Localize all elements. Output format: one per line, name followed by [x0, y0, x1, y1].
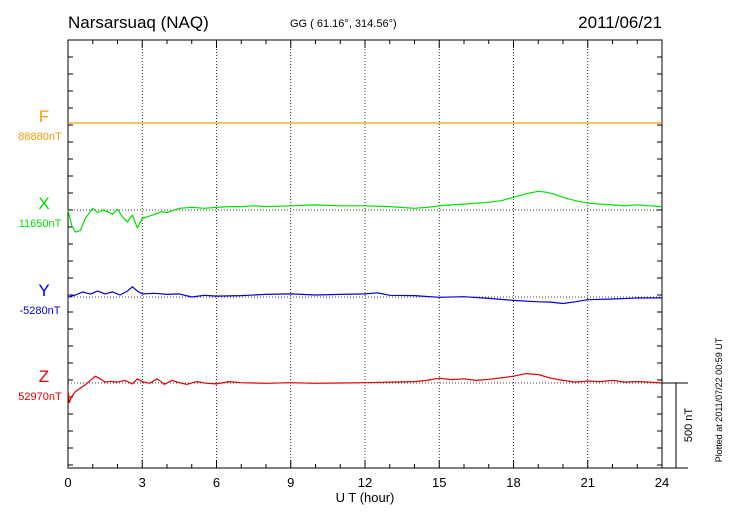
series-name-z: Z	[39, 367, 49, 386]
series-labels: F 88880nT X 11650nT Y -5280nT Z 52970nT	[18, 107, 62, 403]
series-line-z	[67, 373, 663, 404]
scale-bar: 500 nT	[662, 382, 695, 469]
x-tick-label: 0	[64, 475, 71, 490]
station-title: Narsarsuaq (NAQ)	[68, 13, 209, 32]
series-name-f: F	[39, 107, 49, 126]
series-traces	[67, 122, 663, 404]
scale-bar-label: 500 nT	[683, 408, 695, 443]
series-name-x: X	[38, 194, 49, 213]
x-tick-label: 24	[655, 475, 669, 490]
series-baseline-x: 11650nT	[19, 218, 62, 230]
x-tick-label: 6	[213, 475, 220, 490]
x-tick-labels: 0 3 6 9 12 15 18 21 24	[64, 475, 669, 490]
axis-ticks	[67, 40, 663, 468]
x-tick-label: 12	[358, 475, 372, 490]
series-baseline-y: -5280nT	[20, 305, 61, 317]
plot-timestamp-note: Plotted at 2011/07/22 00:59 UT	[714, 337, 724, 462]
grid-lines	[68, 40, 662, 468]
series-name-y: Y	[38, 281, 49, 300]
x-tick-label: 3	[139, 475, 146, 490]
x-tick-label: 15	[432, 475, 446, 490]
x-axis-label: U T (hour)	[336, 490, 395, 505]
x-tick-label: 21	[581, 475, 595, 490]
series-baseline-f: 88880nT	[18, 131, 62, 143]
series-line-x	[67, 190, 663, 233]
x-tick-label: 18	[506, 475, 520, 490]
x-tick-label: 9	[287, 475, 294, 490]
date-label: 2011/06/21	[578, 13, 662, 32]
series-baseline-z: 52970nT	[18, 391, 62, 403]
coordinates-subtitle: GG ( 61.16°, 314.56°)	[290, 18, 397, 30]
series-line-y	[67, 286, 663, 305]
